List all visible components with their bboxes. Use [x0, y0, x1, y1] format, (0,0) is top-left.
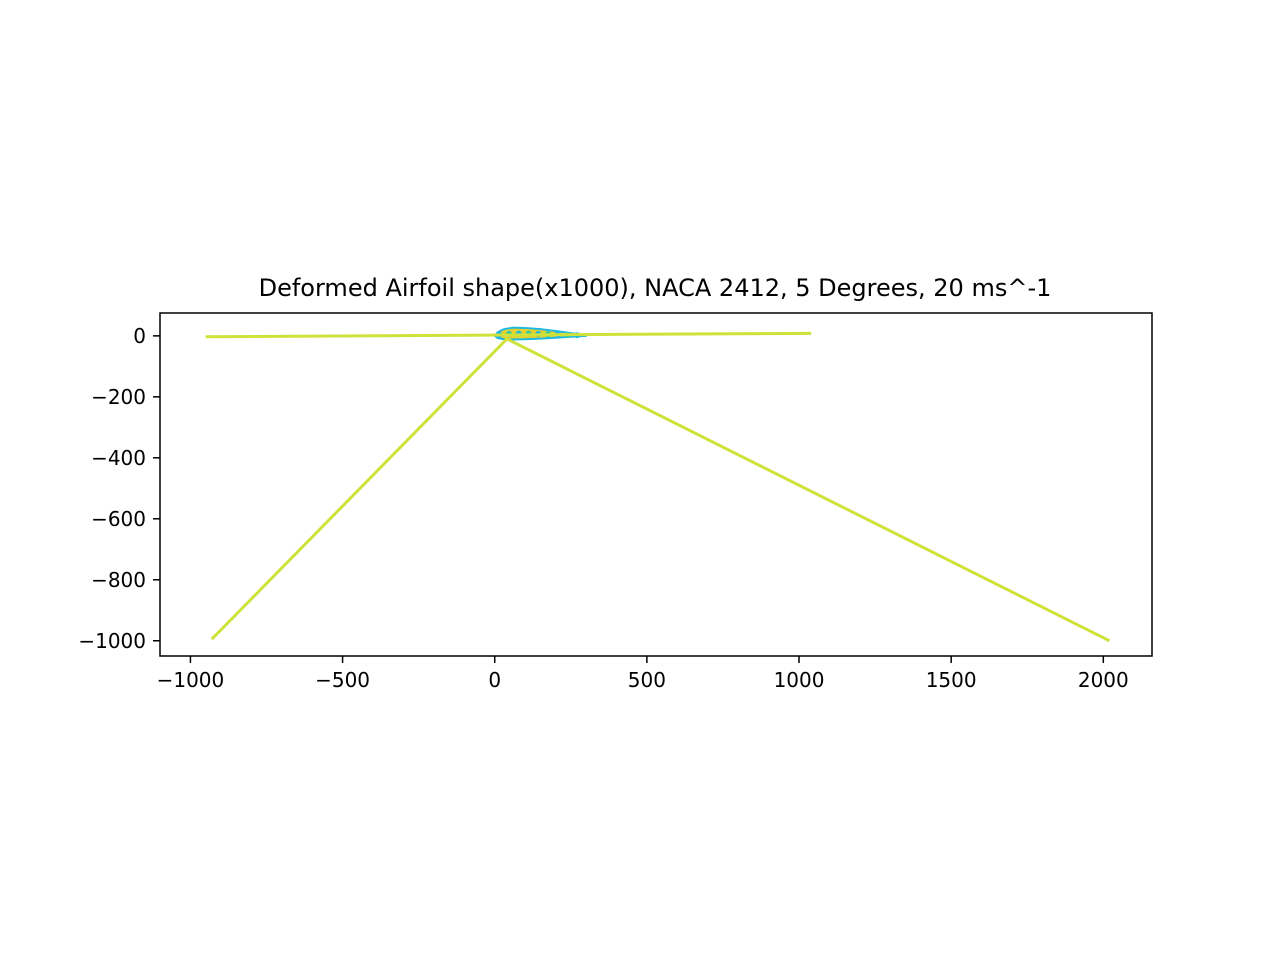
- x-tick-label: −500: [315, 668, 370, 692]
- x-tick-label: 500: [628, 668, 666, 692]
- series-line-1: [205, 331, 812, 339]
- x-axis: −1000 −500 0 500 1000 1500 2000: [157, 656, 1129, 692]
- x-tick-label: 0: [488, 668, 501, 692]
- x-tick-label: −1000: [157, 668, 225, 692]
- y-axis: 0 −200 −400 −600 −800 −1000: [78, 324, 160, 653]
- plot-area: [205, 326, 1111, 643]
- series-line-2: [210, 337, 1111, 643]
- y-tick-label: −600: [91, 507, 146, 531]
- y-tick-label: −400: [91, 446, 146, 470]
- chart-title: Deformed Airfoil shape(x1000), NACA 2412…: [259, 274, 1052, 302]
- y-tick-label: −800: [91, 568, 146, 592]
- y-tick-label: 0: [133, 324, 146, 348]
- x-tick-label: 2000: [1078, 668, 1129, 692]
- x-tick-label: 1000: [774, 668, 825, 692]
- x-tick-label: 1500: [926, 668, 977, 692]
- axes-frame: [159, 312, 1153, 657]
- y-tick-label: −200: [91, 385, 146, 409]
- y-tick-label: −1000: [78, 629, 146, 653]
